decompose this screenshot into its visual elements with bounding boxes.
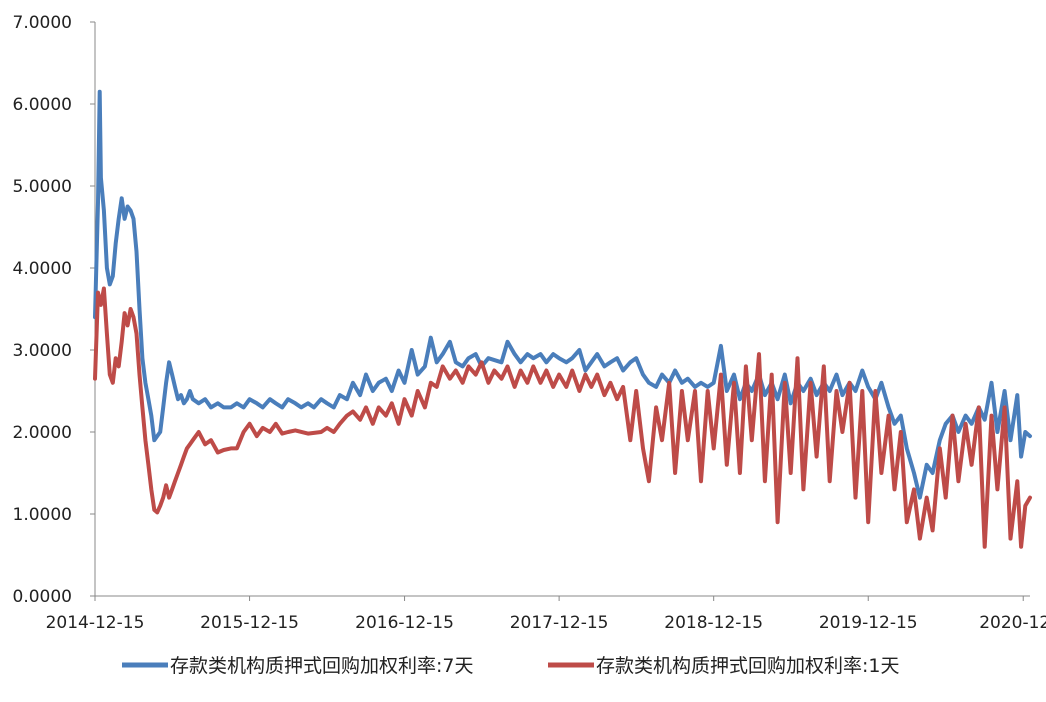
y-tick-label: 2.0000 xyxy=(13,423,72,443)
y-tick-label: 7.0000 xyxy=(13,13,72,33)
x-tick-label: 2019-12-15 xyxy=(819,613,918,633)
x-tick-label: 2015-12-15 xyxy=(200,613,299,633)
axes xyxy=(94,22,1030,597)
y-tick-label: 0.0000 xyxy=(13,587,72,607)
series-line-1d xyxy=(93,286,1032,549)
legend-label: 存款类机构质押式回购加权利率:7天 xyxy=(170,655,474,677)
y-tick-label: 4.0000 xyxy=(13,259,72,279)
x-tick-label: 2017-12-15 xyxy=(510,613,609,633)
series-line-7d xyxy=(93,89,1032,500)
series-lines xyxy=(93,89,1032,549)
y-tick-label: 3.0000 xyxy=(13,341,72,361)
y-tick-label: 5.0000 xyxy=(13,177,72,197)
y-tick-label: 1.0000 xyxy=(13,505,72,525)
x-axis-ticks: 2014-12-15 2015-12-15 2016-12-15 2017-12-15… xyxy=(46,596,1046,633)
legend-label: 存款类机构质押式回购加权利率:1天 xyxy=(596,655,900,677)
x-tick-label: 2014-12-15 xyxy=(46,613,145,633)
y-tick-label: 6.0000 xyxy=(13,95,72,115)
legend: 存款类机构质押式回购加权利率:7天 存款类机构质押式回购加权利率:1天 xyxy=(122,655,900,677)
x-tick-label: 2018-12-15 xyxy=(664,613,763,633)
y-axis-ticks: 0.0000 1.0000 2.0000 3.0000 4.0000 5.0000 6.00… xyxy=(13,13,95,607)
x-tick-label: 2020-12-1 xyxy=(979,613,1046,633)
x-tick-label: 2016-12-15 xyxy=(355,613,454,633)
